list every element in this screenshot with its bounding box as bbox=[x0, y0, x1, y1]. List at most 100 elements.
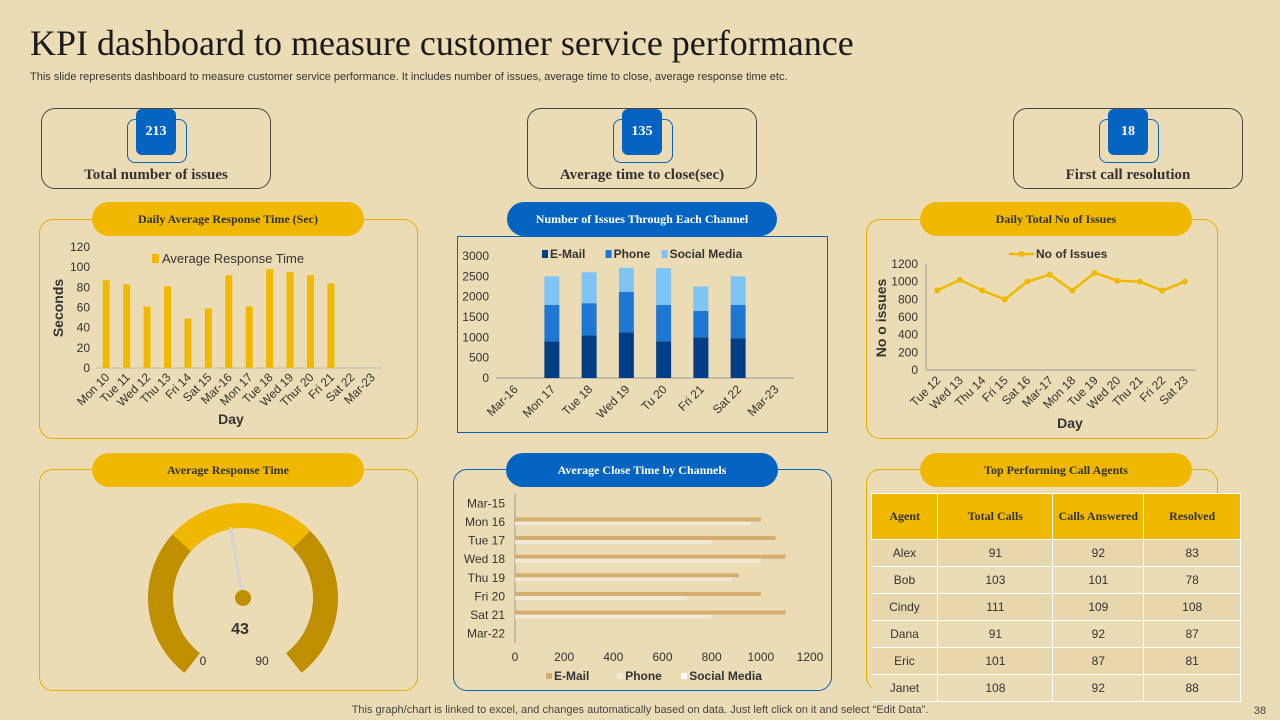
bar bbox=[184, 318, 192, 368]
gauge-segment bbox=[172, 503, 311, 552]
gauge-chart: 43 0 90 bbox=[148, 503, 338, 673]
y-tick-label: 2000 bbox=[462, 290, 489, 304]
y-tick-label: 1500 bbox=[462, 310, 489, 324]
bar bbox=[515, 558, 761, 563]
y-tick-label: 40 bbox=[77, 321, 91, 335]
x-tick-label: Sat 22 bbox=[710, 382, 745, 417]
x-tick-label: Wed 19 bbox=[594, 382, 633, 421]
table-row: Janet 108 92 88 bbox=[871, 674, 1241, 702]
bar bbox=[515, 610, 786, 615]
table-cell: 78 bbox=[1143, 566, 1241, 594]
stacked-bar-segment bbox=[544, 276, 560, 305]
legend-label: Social Media bbox=[689, 669, 762, 683]
bar bbox=[515, 517, 761, 522]
legend-label: Average Response Time bbox=[162, 251, 304, 266]
table-row: Alex 91 92 83 bbox=[871, 539, 1241, 567]
close-time-title: Average Close Time by Channels bbox=[506, 453, 778, 487]
bar bbox=[515, 521, 751, 526]
series-line bbox=[936, 271, 1186, 301]
kpi-value: 18 bbox=[1108, 109, 1148, 155]
x-tick-label: 600 bbox=[652, 650, 672, 664]
x-tick-label: Tue 18 bbox=[559, 382, 595, 418]
x-tick-label: Mar-23 bbox=[745, 382, 782, 419]
x-tick-label: 400 bbox=[603, 650, 623, 664]
bar bbox=[286, 272, 294, 368]
bar bbox=[102, 280, 110, 368]
gauge-needle bbox=[229, 526, 245, 599]
bar bbox=[204, 308, 212, 368]
table-cell: 92 bbox=[1052, 539, 1145, 567]
data-point bbox=[1024, 278, 1031, 285]
kpi-label: Average time to close(sec) bbox=[559, 167, 725, 183]
bar bbox=[515, 573, 739, 578]
y-tick-label: Sat 21 bbox=[470, 608, 505, 622]
kpi-total-issues: 213 Total number of issues bbox=[41, 108, 271, 189]
agent-name-cell: Bob bbox=[871, 566, 939, 594]
close-time-chart: 0 200 400 600 800 1000 1200 Mar-15 Mon 16 Tue 17 W… bbox=[464, 494, 824, 683]
bar bbox=[143, 306, 151, 368]
agents-title: Top Performing Call Agents bbox=[920, 453, 1192, 487]
legend-label: E-Mail bbox=[550, 247, 585, 261]
table-cell: 92 bbox=[1052, 674, 1145, 702]
gauge-max-label: 90 bbox=[255, 654, 269, 668]
legend-swatch bbox=[546, 673, 552, 679]
kpi-average-close-time: 135 Average time to close(sec) bbox=[527, 108, 757, 189]
legend-label: Social Media bbox=[670, 247, 743, 261]
column-header: Calls Answered bbox=[1052, 493, 1145, 540]
x-tick-label: Mon 17 bbox=[520, 382, 558, 420]
bar bbox=[327, 283, 335, 368]
bar bbox=[123, 284, 131, 368]
agent-name-cell: Janet bbox=[871, 674, 939, 702]
gauge-pivot bbox=[235, 590, 251, 606]
y-tick-label: Mon 16 bbox=[465, 515, 505, 529]
channel-issues-chart: 0 500 1000 1500 2000 2500 3000 Mar-16 Mon 17 Tue … bbox=[462, 247, 794, 421]
bar bbox=[225, 275, 233, 368]
y-tick-label: 120 bbox=[70, 240, 90, 254]
kpi-label: Total number of issues bbox=[84, 167, 228, 183]
table-cell: 92 bbox=[1052, 620, 1145, 648]
kpi-label: First call resolution bbox=[1065, 167, 1191, 183]
legend-label: E-Mail bbox=[554, 669, 589, 683]
y-axis-title: Seconds bbox=[50, 279, 66, 338]
legend-swatch bbox=[661, 250, 668, 258]
x-axis-title: Day bbox=[218, 411, 244, 427]
table-header-row: Agent Total Calls Calls Answered Resolve… bbox=[870, 493, 1241, 540]
x-tick-label: 1000 bbox=[747, 650, 774, 664]
x-tick-label: 0 bbox=[512, 650, 519, 664]
legend-swatch bbox=[542, 250, 548, 258]
stacked-bar-segment bbox=[730, 276, 746, 305]
legend-marker bbox=[1018, 251, 1025, 257]
channel-issues-title: Number of Issues Through Each Channel bbox=[507, 202, 777, 236]
table-row: Cindy 111 109 108 bbox=[871, 593, 1241, 621]
data-point bbox=[956, 276, 963, 283]
table-cell: 91 bbox=[937, 539, 1054, 567]
agents-table: Agent Total Calls Calls Answered Resolve… bbox=[870, 493, 1241, 702]
data-point bbox=[1046, 271, 1053, 278]
legend-swatch bbox=[152, 254, 159, 263]
y-tick-label: 20 bbox=[77, 341, 91, 355]
legend-swatch bbox=[681, 673, 688, 679]
y-tick-label: 1000 bbox=[891, 275, 918, 289]
bar bbox=[164, 286, 171, 368]
y-tick-label: Tue 17 bbox=[468, 534, 505, 548]
table-cell: 87 bbox=[1052, 647, 1145, 675]
x-tick-label: Mar-16 bbox=[484, 382, 521, 419]
daily-issues-title: Daily Total No of Issues bbox=[920, 202, 1192, 236]
y-tick-label: 500 bbox=[469, 351, 489, 365]
table-cell: 109 bbox=[1052, 593, 1145, 621]
bar bbox=[307, 275, 314, 368]
y-tick-label: Thu 19 bbox=[468, 571, 506, 585]
bar bbox=[245, 306, 253, 368]
data-point bbox=[1159, 287, 1166, 294]
gauge-min-label: 0 bbox=[200, 654, 207, 668]
kpi-first-call-resolution: 18 First call resolution bbox=[1013, 108, 1243, 189]
table-row: Dana 91 92 87 bbox=[871, 620, 1241, 648]
stacked-bar-segment bbox=[693, 337, 709, 378]
page-title: KPI dashboard to measure customer servic… bbox=[30, 23, 854, 63]
table-cell: 101 bbox=[1052, 566, 1145, 594]
y-tick-label: 2500 bbox=[462, 269, 489, 283]
agent-name-cell: Alex bbox=[871, 539, 939, 567]
bar bbox=[515, 614, 712, 619]
x-tick-label: 200 bbox=[554, 650, 574, 664]
table-cell: 88 bbox=[1143, 674, 1241, 702]
